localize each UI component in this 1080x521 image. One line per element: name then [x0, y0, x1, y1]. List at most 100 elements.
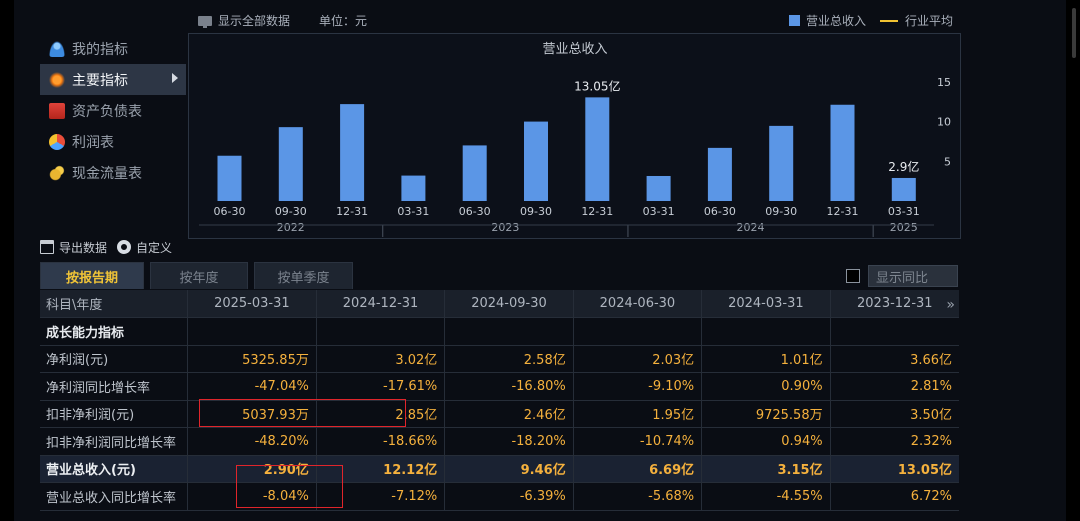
- bar[interactable]: [340, 104, 365, 201]
- empty-cell: [188, 318, 317, 345]
- sidebar-item-main-indicators[interactable]: 主要指标: [40, 64, 186, 95]
- scrollbar-thumb[interactable]: [1072, 8, 1076, 58]
- header-cell[interactable]: 2024-06-30: [574, 290, 703, 317]
- sidebar-item-my-indicators[interactable]: 我的指标: [40, 33, 186, 64]
- revenue-chart-svg: 营业总收入 06-30 09-30 12-31 03-31 06-30 09-30 12-3…: [199, 42, 951, 237]
- x-tick-label: 12-31: [827, 205, 859, 218]
- table-row[interactable]: 净利润(元) 5325.85万 3.02亿 2.58亿 2.03亿 1.01亿 3.66亿: [40, 345, 959, 373]
- bar[interactable]: [585, 97, 610, 201]
- table-row[interactable]: 营业总收入(元) 2.90亿 12.12亿 9.46亿 6.69亿 3.15亿 13.05亿: [40, 455, 959, 483]
- bar[interactable]: [891, 177, 916, 201]
- tab-by-report-period[interactable]: 按报告期: [40, 262, 144, 289]
- bar[interactable]: [217, 155, 242, 201]
- header-cell[interactable]: 2025-03-31: [188, 290, 317, 317]
- table-header: 科目\年度 2025-03-31 2024-12-31 2024-09-30 2…: [40, 290, 959, 318]
- table-cell: -9.10%: [574, 373, 703, 400]
- table-cell: 3.02亿: [317, 345, 446, 372]
- user-icon: [49, 40, 65, 57]
- row-label: 营业总收入(元): [40, 455, 188, 482]
- table-cell: 2.81%: [910, 378, 953, 394]
- x-tick-label: 06-30: [704, 205, 736, 218]
- bar[interactable]: [524, 121, 548, 201]
- yoy-button[interactable]: 显示同比: [868, 265, 958, 287]
- window-frame-right: [1066, 0, 1080, 521]
- y-tick-label: 15: [937, 76, 951, 89]
- table-cell: -18.66%: [317, 428, 446, 455]
- export-icon: [40, 240, 54, 254]
- table-cell: 3.50亿: [910, 408, 953, 424]
- gear-icon: [49, 71, 65, 88]
- row-label: 扣非净利润(元): [40, 400, 188, 427]
- y-tick-label: 10: [937, 116, 951, 129]
- data-label: 2.9亿: [888, 159, 919, 174]
- table-body: 净利润(元) 5325.85万 3.02亿 2.58亿 2.03亿 1.01亿 3.66亿净…: [40, 345, 959, 511]
- empty-cell: [445, 318, 574, 345]
- annotation-box: [236, 465, 343, 508]
- bar[interactable]: [646, 175, 671, 201]
- show-all-data-toggle[interactable]: 显示全部数据: [198, 12, 290, 29]
- header-cell[interactable]: 2024-12-31: [317, 290, 446, 317]
- year-group-label: 2023: [491, 221, 519, 234]
- yoy-toggle: 显示同比: [846, 265, 958, 287]
- table-row[interactable]: 扣非净利润(元) 5037.93万 2.85亿 2.46亿 1.95亿 9725.58万 3…: [40, 400, 959, 428]
- table-cell: -4.55%: [702, 483, 831, 510]
- table-cell: 2.46亿: [445, 400, 574, 427]
- coins-icon: [49, 164, 65, 181]
- sidebar-item-cash-flow[interactable]: 现金流量表: [40, 157, 186, 188]
- bar[interactable]: [830, 104, 855, 201]
- header-cell[interactable]: 2024-09-30: [445, 290, 574, 317]
- x-tick-label: 06-30: [459, 205, 491, 218]
- table-row[interactable]: 营业总收入同比增长率 -8.04% -7.12% -6.39% -5.68% -4.55%…: [40, 483, 959, 511]
- year-group-label: 2024: [737, 221, 765, 234]
- sidebar-item-balance-sheet[interactable]: 资产负债表: [40, 95, 186, 126]
- row-label: 扣非净利润同比增长率: [40, 428, 188, 455]
- table-cell: 6.72%: [910, 488, 953, 504]
- chart-toolbar: 显示全部数据 单位：元 营业总收入 行业平均: [196, 10, 966, 30]
- bar[interactable]: [707, 147, 732, 201]
- bar[interactable]: [769, 125, 794, 201]
- unit-label: 单位：元: [319, 14, 368, 28]
- revenue-chart: 营业总收入 06-30 09-30 12-31 03-31 06-30 09-30 12-3…: [188, 33, 961, 239]
- customize-button[interactable]: 自定义: [117, 239, 172, 256]
- table-cell: 9725.58万: [702, 400, 831, 427]
- double-chevron-right-icon[interactable]: »: [946, 297, 955, 313]
- table-row[interactable]: 扣非净利润同比增长率 -48.20% -18.66% -18.20% -10.74% 0.…: [40, 428, 959, 456]
- y-tick-label: 5: [944, 155, 951, 168]
- x-tick-label: 12-31: [336, 205, 368, 218]
- period-tabs: 按报告期 按年度 按单季度: [40, 262, 359, 289]
- sidebar-item-income-statement[interactable]: 利润表: [40, 126, 186, 157]
- x-tick-label: 06-30: [214, 205, 246, 218]
- chart-title: 营业总收入: [542, 42, 607, 57]
- table-cell: 1.01亿: [702, 345, 831, 372]
- legend-industry: 行业平均: [880, 12, 953, 29]
- bar[interactable]: [401, 175, 426, 201]
- bar[interactable]: [462, 145, 487, 201]
- yoy-checkbox[interactable]: [846, 269, 860, 283]
- empty-cell: [831, 318, 959, 345]
- x-tick-label: 09-30: [520, 205, 552, 218]
- table-cell: 0.90%: [702, 373, 831, 400]
- table-row[interactable]: 净利润同比增长率 -47.04% -17.61% -16.80% -9.10% 0.90%…: [40, 373, 959, 401]
- year-group-label: 2025: [890, 221, 918, 234]
- table-cell: -8.04%: [188, 483, 317, 510]
- header-cell[interactable]: 2024-03-31: [702, 290, 831, 317]
- table-cell: -48.20%: [188, 428, 317, 455]
- table-cell: 2.58亿: [445, 345, 574, 372]
- table-cell: 0.94%: [702, 428, 831, 455]
- row-label: 净利润(元): [40, 345, 188, 372]
- row-label: 营业总收入同比增长率: [40, 483, 188, 510]
- table-cell: 2.32%: [910, 433, 953, 449]
- pie-icon: [49, 133, 65, 150]
- header-cell[interactable]: 2023-12-31: [857, 296, 933, 311]
- table-cell: 5037.93万: [188, 400, 317, 427]
- table-cell: 9.46亿: [445, 455, 574, 482]
- table-cell: -7.12%: [317, 483, 446, 510]
- x-tick-label: 09-30: [275, 205, 307, 218]
- export-data-button[interactable]: 导出数据: [40, 239, 107, 256]
- tab-by-year[interactable]: 按年度: [150, 262, 248, 289]
- section-label: 成长能力指标: [40, 318, 188, 345]
- bar[interactable]: [278, 127, 303, 201]
- table-cell: -47.04%: [188, 373, 317, 400]
- tab-by-quarter[interactable]: 按单季度: [254, 262, 353, 289]
- table-cell: 3.66亿: [910, 353, 953, 369]
